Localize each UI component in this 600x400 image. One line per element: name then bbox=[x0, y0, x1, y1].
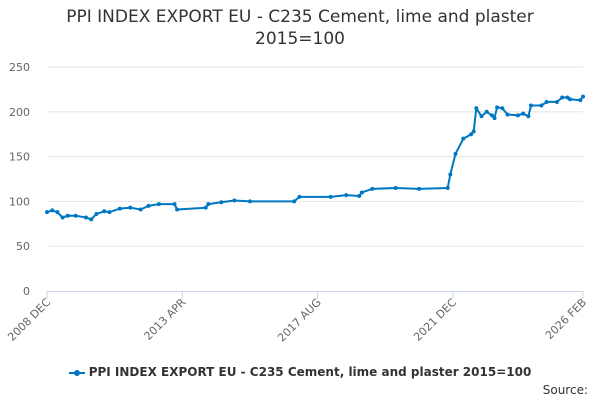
legend-label: PPI INDEX EXPORT EU - C235 Cement, lime … bbox=[88, 365, 532, 379]
data-point bbox=[474, 106, 479, 111]
data-point bbox=[521, 111, 526, 116]
data-point bbox=[359, 190, 364, 195]
data-point bbox=[492, 116, 497, 121]
y-tick-label: 0 bbox=[23, 285, 30, 298]
data-point bbox=[297, 194, 302, 199]
data-point bbox=[453, 151, 458, 156]
data-point bbox=[128, 205, 133, 210]
data-point bbox=[526, 114, 531, 119]
data-point bbox=[328, 194, 333, 199]
series-line bbox=[46, 96, 584, 221]
data-point bbox=[117, 206, 122, 211]
data-point bbox=[539, 103, 544, 108]
y-tick-label: 150 bbox=[9, 151, 30, 164]
data-point bbox=[203, 205, 208, 210]
data-point bbox=[567, 97, 572, 102]
data-point bbox=[471, 129, 476, 134]
chart-title: PPI INDEX EXPORT EU - C235 Cement, lime … bbox=[0, 6, 600, 50]
data-point bbox=[60, 215, 65, 220]
data-point bbox=[292, 199, 297, 204]
x-tick-label: 2013 APR bbox=[142, 296, 189, 343]
x-tick-label: 2017 AUG bbox=[275, 296, 324, 345]
chart-title-line-1: PPI INDEX EXPORT EU - C235 Cement, lime … bbox=[66, 7, 534, 27]
data-point bbox=[232, 198, 237, 203]
data-point bbox=[94, 211, 99, 216]
data-point bbox=[107, 210, 112, 215]
data-point bbox=[219, 200, 224, 205]
legend-item[interactable]: PPI INDEX EXPORT EU - C235 Cement, lime … bbox=[0, 365, 600, 379]
data-point bbox=[445, 185, 450, 190]
data-point bbox=[479, 114, 484, 119]
x-tick-label: 2026 FEB bbox=[543, 296, 589, 342]
data-point bbox=[146, 203, 151, 208]
data-point bbox=[84, 215, 89, 220]
data-point bbox=[560, 95, 565, 100]
source-label: Source: bbox=[542, 383, 588, 397]
data-point bbox=[344, 193, 349, 198]
data-point bbox=[489, 113, 494, 118]
x-tick-label: 2008 DEC bbox=[5, 296, 53, 344]
data-point bbox=[247, 199, 252, 204]
data-point bbox=[55, 210, 60, 215]
legend-line-symbol bbox=[68, 369, 85, 376]
data-point bbox=[528, 103, 533, 108]
data-point bbox=[156, 202, 161, 207]
data-point bbox=[581, 94, 585, 99]
data-point bbox=[448, 172, 453, 177]
data-point bbox=[578, 98, 583, 103]
data-point bbox=[138, 207, 143, 212]
data-point bbox=[65, 213, 70, 218]
data-point bbox=[554, 99, 559, 104]
data-point bbox=[469, 132, 474, 137]
chart-title-line-2: 2015=100 bbox=[255, 29, 345, 49]
data-point bbox=[175, 207, 180, 212]
data-point bbox=[505, 112, 510, 117]
data-point bbox=[484, 109, 489, 114]
data-point bbox=[500, 106, 505, 111]
y-tick-label: 200 bbox=[9, 106, 30, 119]
x-tick-label: 2021 DEC bbox=[411, 296, 459, 344]
data-point bbox=[370, 186, 375, 191]
data-point bbox=[73, 213, 78, 218]
data-point bbox=[45, 210, 49, 215]
data-point bbox=[206, 202, 211, 207]
y-tick-label: 50 bbox=[16, 240, 30, 253]
y-tick-label: 100 bbox=[9, 195, 30, 208]
data-point bbox=[102, 209, 107, 214]
data-point bbox=[172, 202, 177, 207]
data-point bbox=[417, 186, 422, 191]
data-point bbox=[393, 185, 398, 190]
data-point bbox=[461, 136, 466, 141]
data-point bbox=[544, 99, 549, 104]
data-point bbox=[495, 105, 500, 110]
data-point bbox=[357, 194, 362, 199]
data-point bbox=[89, 217, 94, 222]
data-point bbox=[515, 113, 520, 118]
y-tick-label: 250 bbox=[9, 61, 30, 74]
data-point bbox=[50, 208, 55, 213]
